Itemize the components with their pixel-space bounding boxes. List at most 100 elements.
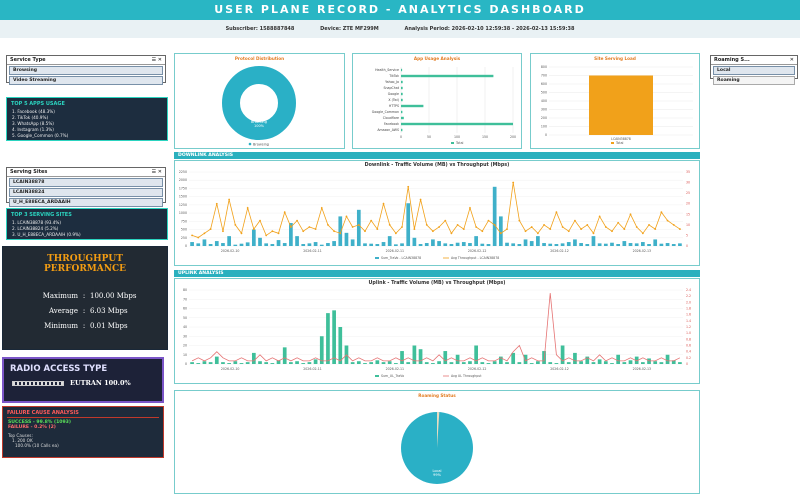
y-left-tick-label: 80 xyxy=(183,288,187,292)
volume-bar xyxy=(214,241,219,246)
volume-bar xyxy=(264,243,269,246)
rat-value: EUTRAN 100.0% xyxy=(70,379,131,387)
throughput-point xyxy=(549,228,552,230)
volume-bar xyxy=(239,243,244,246)
y-tick-label: 700 xyxy=(541,74,547,78)
volume-bar xyxy=(653,239,658,246)
roaming-filter-item[interactable]: Roaming xyxy=(713,76,795,85)
volume-bar xyxy=(424,362,429,364)
volume-bar xyxy=(258,361,262,364)
roaming-filter[interactable]: Roaming S... ✕ Local Roaming xyxy=(710,55,798,85)
throughput-point xyxy=(487,219,490,222)
volume-bar xyxy=(282,347,287,364)
volume-bar xyxy=(276,360,281,364)
throughput-point xyxy=(364,230,366,233)
x-tick-label: 2026-02-11 xyxy=(386,367,405,371)
filter-clear-icon[interactable]: ☰ ✕ xyxy=(151,169,162,175)
serving-site-item[interactable]: U_H_E88ECA_ARDAAIH xyxy=(9,198,163,207)
app-bar xyxy=(401,128,403,132)
volume-bar xyxy=(474,345,478,364)
volume-bar xyxy=(381,362,386,364)
service-type-item[interactable]: Video Streaming xyxy=(9,76,163,85)
y-right-tick-label: 1.8 xyxy=(686,307,691,311)
volume-bar xyxy=(202,239,207,246)
legend-label: Browsing xyxy=(253,143,269,147)
volume-bar xyxy=(536,361,540,364)
volume-bar xyxy=(659,243,664,246)
y-left-tick-label: 1750 xyxy=(179,186,187,190)
legend-label: Total xyxy=(615,141,624,145)
volume-bar xyxy=(585,356,590,364)
y-tick-label: 400 xyxy=(541,99,547,103)
throughput-point xyxy=(234,223,237,226)
throughput-line xyxy=(191,293,681,362)
volume-bar xyxy=(542,243,546,246)
y-left-tick-label: 0 xyxy=(185,362,187,366)
volume-bar xyxy=(566,242,571,246)
throughput-point xyxy=(672,223,675,226)
volume-bar xyxy=(498,356,503,364)
throughput-point xyxy=(524,230,527,233)
throughput-point xyxy=(586,223,589,226)
y-left-tick-label: 50 xyxy=(183,316,187,320)
service-type-item[interactable]: Browsing xyxy=(9,66,163,75)
throughput-line xyxy=(191,182,681,238)
downlink-svg: 0 250 500 750 1000 1250 1500 1750 2000 2250 0 5 10 15… xyxy=(179,170,690,260)
volume-bar xyxy=(437,361,441,364)
throughput-point xyxy=(302,230,305,233)
volume-bar xyxy=(227,236,231,246)
x-tick-label: 200 xyxy=(510,135,516,139)
pie-slice-roaming xyxy=(437,412,440,448)
top-app-item: 1. Facebook (48.3%) xyxy=(12,109,55,114)
throughput-point xyxy=(320,207,323,209)
volume-bar xyxy=(597,243,602,246)
volume-bar xyxy=(338,216,343,246)
roaming-filter-item[interactable]: Local xyxy=(713,66,795,75)
y-right-tick-label: 2.0 xyxy=(686,300,691,304)
top-site-item: 3. U_H_E88ECA_ARDAAIH (0.9%) xyxy=(12,232,81,237)
service-type-filter[interactable]: Service Type ☰ ✕ Browsing Video Streamin… xyxy=(6,55,166,85)
top-site-item: 1. LCAIN38878 (93.4%) xyxy=(12,220,62,225)
throughput-point xyxy=(623,228,626,230)
serving-sites-filter[interactable]: Serving Sites ☰ ✕ LCAIN38878 LCAIN38824 … xyxy=(6,167,166,207)
x-tick-label: 100 xyxy=(454,135,460,139)
volume-bar xyxy=(214,356,219,364)
serving-site-item[interactable]: LCAIN38824 xyxy=(9,188,163,197)
volume-bar xyxy=(196,363,201,364)
volume-bar xyxy=(233,361,238,364)
serving-site-item[interactable]: LCAIN38878 xyxy=(9,178,163,187)
volume-bar xyxy=(307,362,312,364)
volume-bar xyxy=(387,361,392,364)
filter-clear-icon[interactable]: ✕ xyxy=(789,57,794,63)
volume-bar xyxy=(270,244,275,246)
volume-bar xyxy=(208,362,213,364)
volume-bar xyxy=(468,243,472,246)
volume-bar xyxy=(295,361,299,364)
volume-bar xyxy=(437,241,441,246)
volume-bar xyxy=(554,363,559,364)
throughput-panel: THROUGHPUT PERFORMANCE Maximum : 100.00 … xyxy=(2,246,168,350)
y-right-tick-label: 2.2 xyxy=(686,294,691,298)
y-tick-label: HTTPS xyxy=(389,104,399,108)
throughput-value: 100.00 Mbps xyxy=(90,292,137,300)
volume-bar xyxy=(227,363,231,364)
filter-clear-icon[interactable]: ☰ ✕ xyxy=(151,57,162,63)
throughput-point xyxy=(314,228,317,230)
legend-swatch xyxy=(611,142,614,144)
volume-bar xyxy=(529,363,534,364)
volume-bar xyxy=(616,354,621,364)
volume-bar xyxy=(350,239,355,246)
y-tick-label: 300 xyxy=(541,108,547,112)
top-site-item: 2. LCAIN38824 (5.2%) xyxy=(12,226,59,231)
throughput-point xyxy=(617,221,620,224)
throughput-point xyxy=(536,232,539,235)
volume-bar xyxy=(400,243,404,246)
cause-item: 100.0% (10 Calls ea) xyxy=(15,443,59,448)
volume-bar xyxy=(363,243,367,246)
volume-bar xyxy=(560,345,565,364)
throughput-point xyxy=(580,228,583,230)
throughput-point xyxy=(259,219,261,222)
site-bar xyxy=(589,75,653,135)
volume-bar xyxy=(486,244,491,246)
y-right-tick-label: 1.2 xyxy=(686,325,691,329)
